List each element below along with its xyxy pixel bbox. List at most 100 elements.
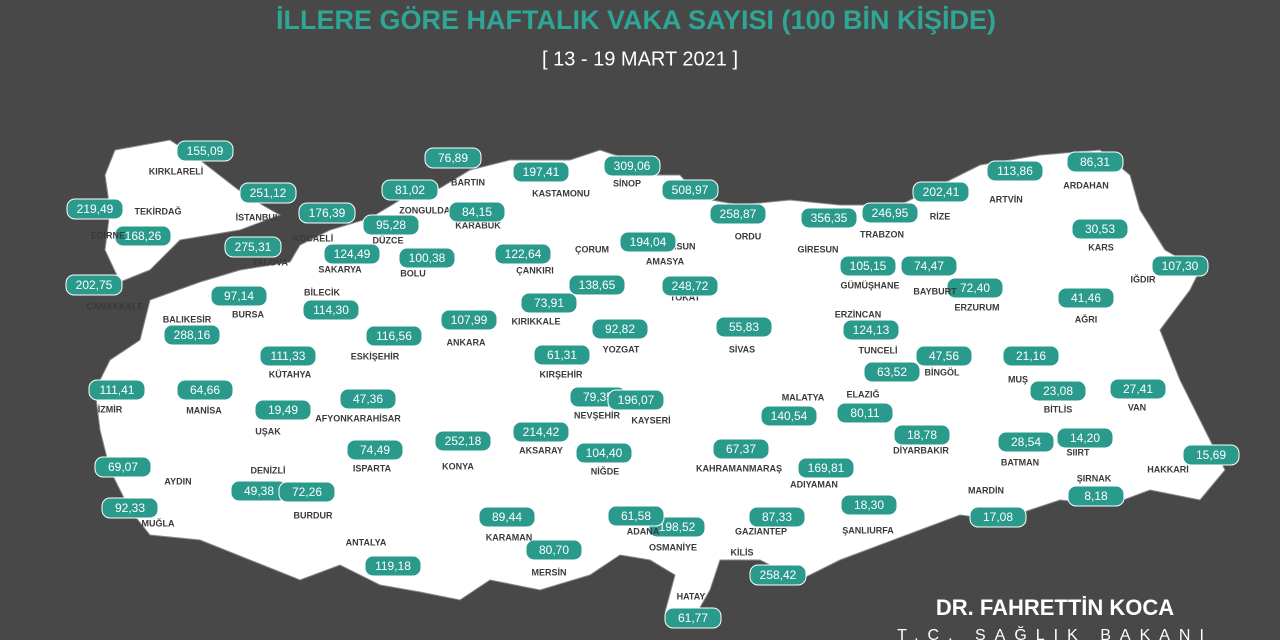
province-name: KIRKLARELİ	[149, 166, 204, 176]
footer-name: DR. FAHRETTİN KOCA	[936, 595, 1174, 620]
province-name: BİNGÖL	[925, 367, 961, 377]
province-value: 72,40	[960, 281, 990, 295]
province-name: ERZURUM	[955, 302, 1000, 312]
province-value: 18,78	[907, 428, 937, 442]
province-name: AKSARAY	[519, 445, 563, 455]
province-name: EDİRNE	[91, 230, 125, 240]
value-badge	[568, 274, 626, 296]
province-value: 15,69	[1196, 448, 1226, 462]
province-value: 111,33	[271, 349, 306, 363]
province-value: 92,82	[605, 322, 635, 336]
value-badge	[114, 225, 172, 247]
value-badge	[298, 202, 356, 224]
province-value: 74,49	[360, 443, 390, 457]
value-badge	[715, 316, 773, 338]
province-name: BARTIN	[451, 177, 485, 187]
value-badge	[381, 179, 439, 201]
province-value: 79,35	[583, 390, 613, 404]
province-value: 86,31	[1080, 155, 1110, 169]
province-value: 508,97	[672, 183, 709, 197]
value-badge	[591, 318, 649, 340]
province-value: 69,07	[108, 460, 138, 474]
province-name: BİTLİS	[1044, 404, 1073, 414]
province-name: BURSA	[232, 309, 265, 319]
value-badge	[346, 439, 404, 461]
province-name: DİYARBAKIR	[893, 445, 949, 455]
province-value: 202,41	[923, 185, 960, 199]
province-value: 67,37	[726, 442, 756, 456]
province-name: KONYA	[442, 461, 474, 471]
province-value: 41,46	[1071, 291, 1101, 305]
province-name: BİLECİK	[304, 287, 341, 297]
value-badge	[1056, 427, 1114, 449]
value-badge	[398, 247, 456, 269]
province-value: 219,49	[77, 202, 114, 216]
value-badge	[712, 438, 770, 460]
province-name: AMASYA	[646, 256, 685, 266]
province-name: ISPARTA	[353, 463, 392, 473]
province-value: 61,31	[547, 348, 577, 362]
value-badge	[619, 231, 677, 253]
province-name: ZONGULDAK	[399, 205, 457, 215]
province-value: 155,09	[187, 144, 224, 158]
province-name: KOCAELİ	[293, 233, 334, 243]
province-value: 27,41	[1123, 382, 1153, 396]
province-value: 114,30	[313, 303, 349, 317]
province-name: MUĞLA	[142, 517, 175, 528]
province-name: NİĞDE	[591, 465, 620, 476]
province-value: 19,49	[268, 403, 298, 417]
value-badge	[88, 379, 146, 401]
value-badge	[533, 344, 591, 366]
province-name: NEVŞEHİR	[574, 410, 621, 420]
value-badge	[997, 431, 1055, 453]
province-name: ADANA	[627, 526, 660, 536]
province-value: 251,12	[250, 186, 287, 200]
province-name: BAYBURT	[913, 286, 957, 296]
value-badge	[603, 155, 661, 177]
value-badge	[575, 442, 633, 464]
province-name: KAYSERİ	[631, 415, 670, 425]
value-badge	[863, 361, 921, 383]
province-name: KIRIKKALE	[512, 316, 561, 326]
value-badge	[440, 309, 498, 331]
value-badge	[1071, 218, 1129, 240]
province-value: 72,26	[292, 485, 322, 499]
province-value: 73,91	[534, 296, 564, 310]
province-value: 74,47	[914, 259, 944, 273]
value-badge	[101, 497, 159, 519]
province-value: 87,33	[762, 510, 792, 524]
province-value: 64,66	[190, 383, 220, 397]
province-value: 124,49	[334, 247, 371, 261]
value-badge	[664, 607, 722, 629]
province-value: 61,58	[621, 509, 651, 523]
province-name: ARTVİN	[989, 194, 1023, 204]
province-value: 80,70	[539, 543, 569, 557]
province-value: 107,30	[1162, 259, 1199, 273]
value-badge	[163, 324, 221, 346]
province-value: 258,42	[760, 568, 797, 582]
province-name: ANTALYA	[346, 537, 387, 547]
province-name: ERZİNCAN	[835, 309, 882, 319]
province-name: ÇANAKKALE	[87, 301, 144, 311]
province-name: TOKAT	[670, 292, 701, 302]
province-value: 89,44	[492, 510, 522, 524]
province-name: İZMİR	[98, 404, 123, 414]
value-badge	[302, 299, 360, 321]
province-value: 49,38	[244, 484, 274, 498]
province-name: İSTANBUL	[236, 212, 281, 222]
value-badge	[512, 161, 570, 183]
value-badge	[176, 379, 234, 401]
province-value: 140,54	[771, 409, 808, 423]
province-value: 95,28	[376, 218, 406, 232]
province-name: VAN	[1128, 402, 1146, 412]
value-badge	[1067, 485, 1125, 507]
province-value: 246,95	[872, 206, 909, 220]
value-badge	[512, 421, 570, 443]
value-badge	[607, 505, 665, 527]
value-badge	[760, 405, 818, 427]
value-badge	[525, 539, 583, 561]
value-badge	[839, 255, 897, 277]
value-badge	[365, 325, 423, 347]
value-badge	[946, 277, 1004, 299]
